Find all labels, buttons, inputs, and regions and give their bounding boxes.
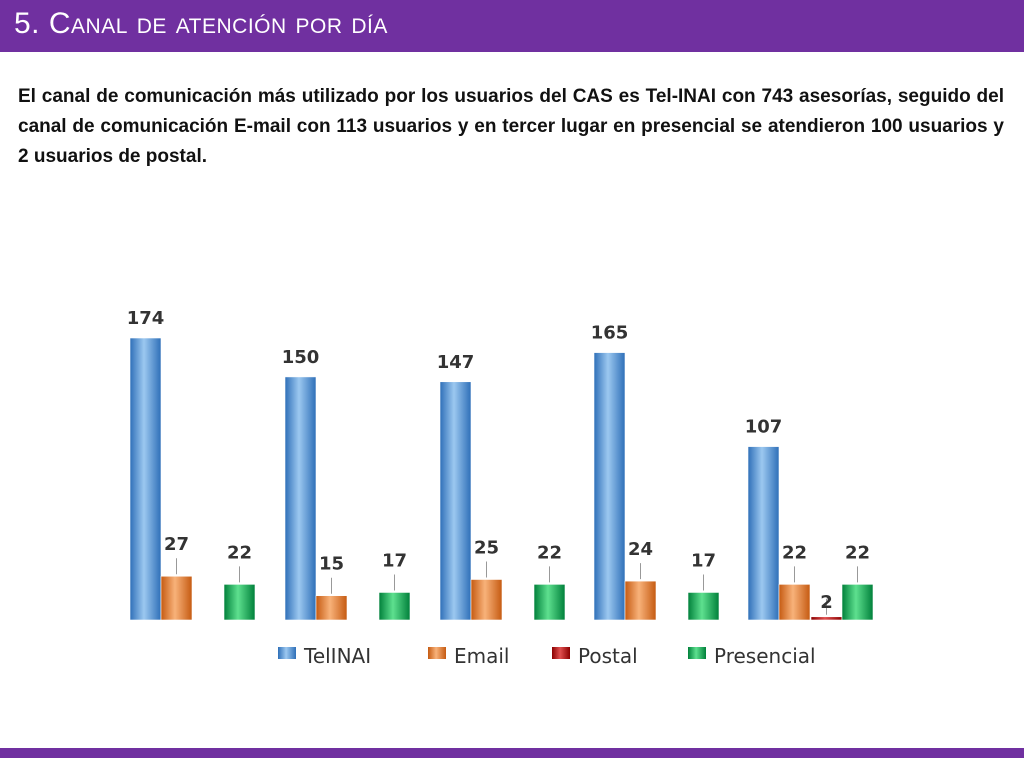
summary-paragraph: El canal de comunicación más utilizado p… xyxy=(18,86,1004,167)
bar-telinai-1 xyxy=(129,337,162,621)
data-label: 17 xyxy=(382,550,407,571)
bar-telinai-4 xyxy=(593,352,626,621)
bar-telinai-3 xyxy=(439,381,472,621)
data-label: 147 xyxy=(437,352,475,373)
bar-email-4 xyxy=(624,580,657,621)
data-label: 22 xyxy=(845,542,870,563)
data-label: 22 xyxy=(537,542,562,563)
data-label: 107 xyxy=(745,417,783,438)
data-label: 150 xyxy=(282,347,320,368)
data-label: 22 xyxy=(782,542,807,563)
data-label: 22 xyxy=(227,542,252,563)
bar-telinai-5 xyxy=(747,446,780,621)
footer-bar xyxy=(0,748,1024,758)
data-label: 174 xyxy=(127,308,165,329)
bar-email-1 xyxy=(160,575,193,621)
data-label: 24 xyxy=(628,539,653,560)
bar-presencial-3 xyxy=(533,584,566,621)
data-label: 17 xyxy=(691,550,716,571)
data-label: 165 xyxy=(591,323,629,344)
data-label: 27 xyxy=(164,534,189,555)
legend-label-telinai: TelINAI xyxy=(303,644,371,668)
bar-telinai-2 xyxy=(284,376,317,621)
legend-swatch-postal xyxy=(552,647,570,659)
data-label: 25 xyxy=(474,537,499,558)
bar-presencial-1 xyxy=(223,584,256,621)
legend-swatch-presencial xyxy=(688,647,706,659)
bar-email-5 xyxy=(778,584,811,621)
legend-label-presencial: Presencial xyxy=(714,644,816,668)
legend-label-postal: Postal xyxy=(578,644,638,668)
bar-presencial-5 xyxy=(841,584,874,621)
title-bar: 5. Canal de atención por día xyxy=(0,0,1024,52)
bar-presencial-2 xyxy=(378,592,411,621)
data-label: 15 xyxy=(319,554,344,575)
data-label: 2 xyxy=(820,592,833,613)
bar-presencial-4 xyxy=(687,592,720,621)
legend-label-email: Email xyxy=(454,644,510,668)
legend-swatch-telinai xyxy=(278,647,296,659)
bar-postal-5 xyxy=(810,616,843,621)
bar-email-3 xyxy=(470,579,503,621)
bar-email-2 xyxy=(315,595,348,621)
legend-swatch-email xyxy=(428,647,446,659)
page-title: 5. Canal de atención por día xyxy=(14,7,388,40)
